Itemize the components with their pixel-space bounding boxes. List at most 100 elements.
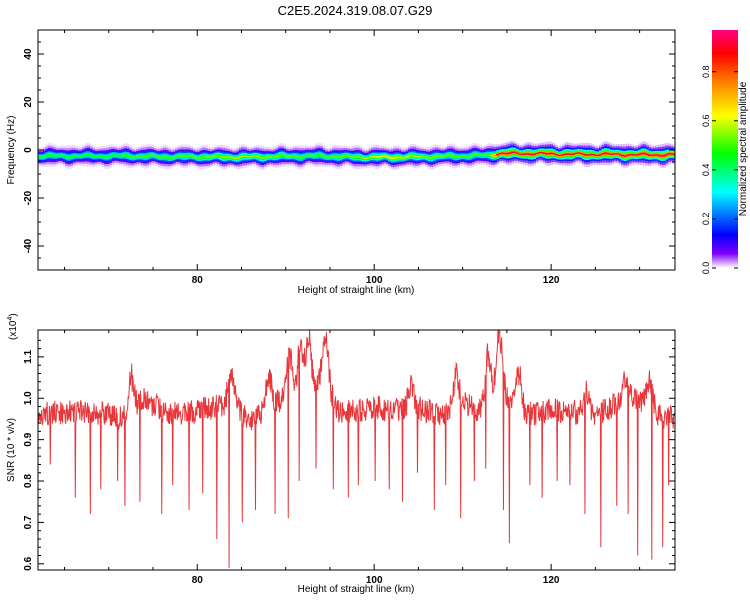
spectrogram-cell [373, 155, 377, 158]
spectrogram-cell [300, 156, 304, 159]
spectrogram-cell [64, 156, 68, 158]
spectrogram-cell [643, 152, 647, 155]
spectrogram-cell [444, 154, 448, 157]
colorbar-tick-label: 0.2 [701, 213, 711, 226]
spectrogram-cell [488, 154, 492, 157]
spectrogram-cell [520, 153, 524, 156]
spectrogram-cell [182, 155, 186, 158]
spectrogram-cell [189, 155, 193, 157]
spectrogram-cell [503, 152, 507, 155]
spectrogram-cell [346, 155, 350, 157]
spectrogram-y-tick-label: -40 [23, 238, 34, 253]
spectrogram-cell [498, 152, 502, 155]
spectrogram-cell [47, 154, 51, 156]
spectrogram-cell [655, 154, 659, 156]
spectrogram-cell [128, 155, 132, 158]
spectrogram-cell [155, 155, 159, 158]
snr-x-tick-label: 80 [192, 575, 204, 586]
spectrogram-cell [672, 153, 675, 155]
spectrogram-cell [177, 155, 181, 157]
colorbar-tick-label: 0.6 [701, 115, 711, 128]
spectrogram-cell [501, 152, 505, 154]
spectrogram-cell [562, 153, 566, 156]
spectrogram-cell [361, 157, 365, 159]
spectrogram-cell [82, 154, 86, 157]
spectrogram-cell [312, 155, 316, 157]
spectrogram-cell [175, 155, 179, 157]
spectrogram-cell [383, 155, 387, 157]
spectrogram-cell [540, 151, 544, 154]
spectrogram-cell [207, 156, 211, 159]
spectrogram-cell [371, 155, 375, 158]
spectrogram-cell [150, 154, 154, 156]
spectrogram-cell [170, 157, 174, 159]
spectrogram-cell [238, 156, 242, 158]
spectrogram-cell [231, 157, 235, 159]
spectrogram-cell [273, 156, 277, 158]
spectrogram-cell [412, 155, 416, 157]
spectrogram-cell [403, 157, 407, 159]
spectrogram-cell [145, 155, 149, 158]
spectrogram-cell [510, 151, 514, 154]
spectrogram-cell [309, 154, 313, 157]
spectrogram-cell [535, 152, 539, 155]
spectrogram-cell [420, 155, 424, 158]
spectrogram-cell [167, 157, 171, 159]
spectrogram-cell [589, 153, 593, 156]
snr-x-axis: 80 100 120 [64, 330, 641, 586]
spectrogram-cell [234, 157, 238, 160]
spectrogram-cell [464, 155, 468, 158]
spectrogram-cell [628, 153, 632, 156]
spectrogram-cell [113, 154, 117, 156]
spectrogram-cell [630, 153, 634, 156]
spectrogram-cell [332, 155, 336, 158]
snr-series-line [38, 330, 675, 568]
spectrogram-cell [572, 153, 576, 155]
spectrogram-cell [547, 152, 551, 155]
spectrogram-cell [256, 155, 260, 158]
spectrogram-cell [530, 153, 534, 156]
spectrogram-cell [594, 154, 598, 156]
spectrogram-cell [564, 153, 568, 155]
spectrogram-cell [69, 156, 73, 158]
spectrogram-cell [104, 156, 108, 158]
spectrogram-x-tick-label: 100 [366, 275, 383, 286]
spectrogram-cell [248, 156, 252, 158]
spectrogram-cell [388, 157, 392, 159]
spectrogram-cell [584, 154, 588, 156]
spectrogram-cell [400, 157, 404, 159]
spectrogram-y-tick-label: 0 [23, 147, 34, 153]
spectrogram-cell [327, 156, 331, 158]
spectrogram-cell [351, 156, 355, 158]
spectrogram-cell [398, 156, 402, 159]
spectrogram-cell [329, 156, 333, 158]
spectrogram-cell [133, 156, 137, 158]
spectrogram-cell [319, 154, 323, 156]
spectrogram-cell [466, 156, 470, 158]
figure-title: C2E5.2024.319.08.07.G29 [278, 3, 433, 18]
spectrogram-cell [574, 152, 578, 155]
spectrogram-cell [77, 155, 81, 157]
spectrogram-cell [479, 154, 483, 156]
spectrogram-cell [214, 154, 218, 157]
snr-y-tick-label: 0.8 [23, 474, 34, 488]
snr-y-tick-label: 0.6 [23, 556, 34, 570]
spectrogram-cell [260, 157, 264, 159]
spectrogram-cell [243, 155, 247, 158]
spectrogram-cell [91, 155, 95, 158]
spectrogram-cell [559, 154, 563, 157]
spectrogram-cell [523, 153, 527, 155]
spectrogram-cell [358, 156, 362, 159]
spectrogram-cell [657, 154, 661, 157]
spectrogram-cell [395, 156, 399, 159]
spectrogram-cell [229, 156, 233, 158]
spectrogram-cell [94, 155, 98, 158]
spectrogram-cell [638, 153, 642, 155]
spectrogram-cell [38, 156, 42, 158]
spectrogram-cell [407, 155, 411, 157]
spectrogram-x-tick-label: 80 [192, 275, 204, 286]
spectrogram-cell [447, 154, 451, 156]
spectrogram-cell [219, 155, 223, 158]
spectrogram-y-axis: 40 20 0 -20 -40 [23, 41, 675, 259]
spectrogram-cell [515, 152, 519, 154]
